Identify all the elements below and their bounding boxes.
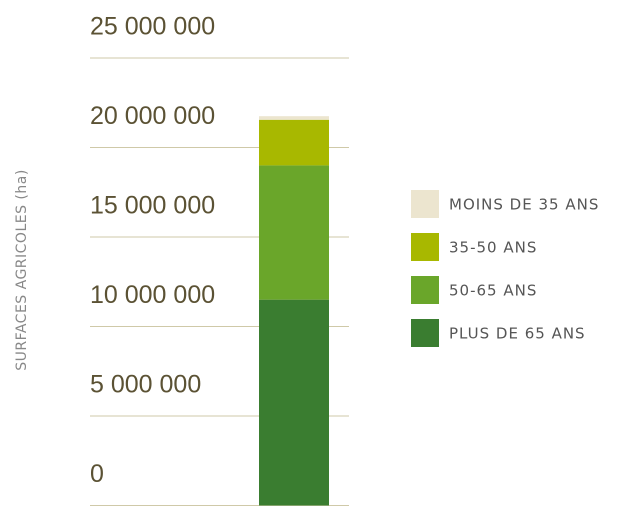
y-tick-label: 15 000 000 (90, 192, 215, 220)
legend-label: 35-50 ANS (449, 239, 537, 257)
y-tick-label: 20 000 000 (90, 102, 215, 130)
y-tick-label: 25 000 000 (90, 13, 215, 41)
legend-label: PLUS DE 65 ANS (449, 325, 586, 343)
legend-swatch (411, 190, 439, 218)
legend-label: MOINS DE 35 ANS (449, 196, 599, 214)
legend-swatch (411, 276, 439, 304)
bar-segment (259, 119, 329, 166)
bar-segment (259, 299, 329, 506)
bar-segment (259, 116, 329, 120)
legend-label: 50-65 ANS (449, 282, 537, 300)
legend-swatch (411, 319, 439, 347)
y-tick-label: 10 000 000 (90, 281, 215, 309)
legend-swatch (411, 233, 439, 261)
y-axis-label: SURFACES AGRICOLES (ha) (14, 169, 30, 371)
bar-segment (259, 165, 329, 300)
y-tick-label: 5 000 000 (90, 371, 201, 399)
y-tick-label: 0 (90, 460, 104, 488)
